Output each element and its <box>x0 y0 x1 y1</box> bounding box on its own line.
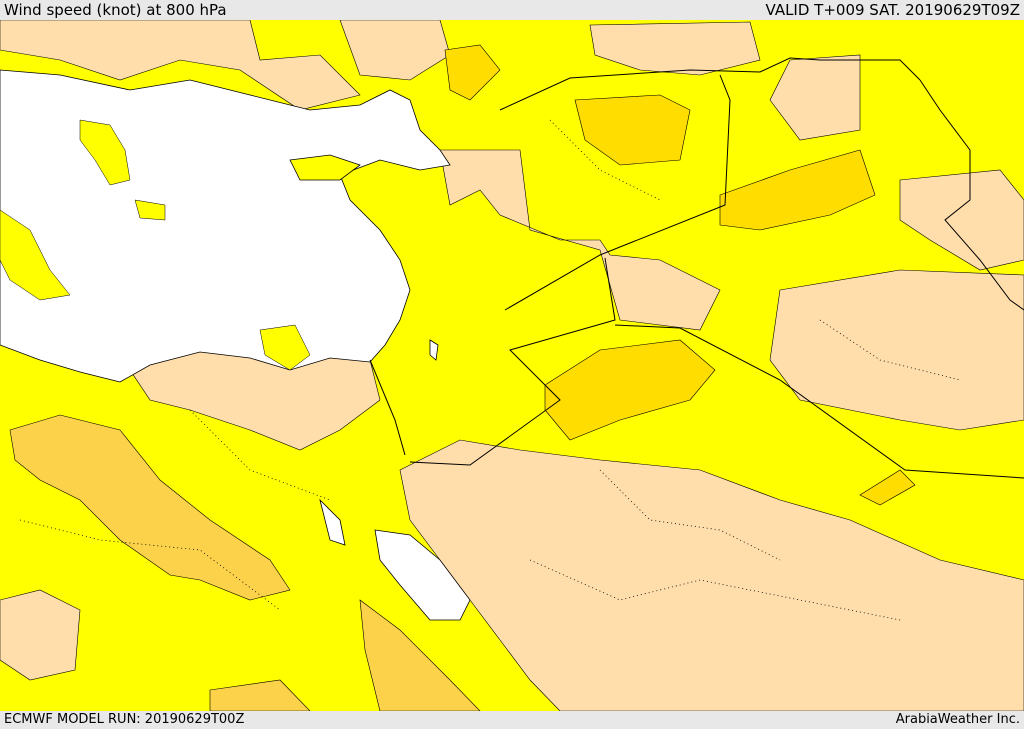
map-title: Wind speed (knot) at 800 hPa <box>4 1 227 19</box>
moderate-area-syria <box>574 94 691 166</box>
strong-area-red-sea-coast <box>359 599 481 711</box>
island-south <box>259 324 311 371</box>
crete-area <box>79 119 131 186</box>
calm-area-egypt-south <box>0 589 81 681</box>
model-run: ECMWF MODEL RUN: 20190629T00Z <box>4 712 245 727</box>
moderate-area-jordan <box>544 339 716 441</box>
calm-area-east-iraq <box>769 269 1024 431</box>
calm-area-north-right <box>589 21 761 76</box>
dotted-boundary-3 <box>529 559 901 621</box>
border-saudi-iraq <box>614 324 1024 479</box>
calm-areas <box>0 20 1024 711</box>
calm-area-north-left <box>0 20 361 111</box>
calm-area-levant <box>439 149 721 331</box>
calm-area-north-mid <box>339 20 451 81</box>
moderate-area-iraq <box>719 149 876 231</box>
border-egypt-israel <box>369 359 406 456</box>
valid-time: VALID T+009 SAT. 20190629T09Z <box>765 1 1020 19</box>
calm-area-turkey-east <box>899 169 1024 271</box>
islands <box>0 119 311 371</box>
header-bar: Wind speed (knot) at 800 hPa VALID T+009… <box>0 0 1024 20</box>
dead-sea <box>429 339 439 361</box>
strong-areas <box>9 414 481 711</box>
dotted-boundary-5 <box>19 519 281 611</box>
border-syria-iraq <box>499 57 921 111</box>
calm-area-northeast <box>769 54 861 141</box>
country-borders <box>369 57 1024 479</box>
strong-area-egypt <box>9 414 291 601</box>
border-jordan-saudi <box>409 257 616 466</box>
border-iran <box>919 79 1024 311</box>
red-sea-north <box>374 529 471 621</box>
footer-bar: ECMWF MODEL RUN: 20190629T00Z ArabiaWeat… <box>0 711 1024 729</box>
dotted-boundary-2 <box>189 409 331 501</box>
credit: ArabiaWeather Inc. <box>895 712 1020 727</box>
strong-area-sudan <box>209 679 311 711</box>
moderate-area-gulf <box>859 469 916 506</box>
island-mid <box>134 199 166 221</box>
red-sea-gulf-of-suez <box>319 498 346 546</box>
cyprus <box>289 154 361 181</box>
wind-speed-map <box>0 20 1024 711</box>
moderate-areas <box>444 44 916 506</box>
internal-boundaries <box>19 119 961 621</box>
island-west <box>0 209 71 301</box>
border-iraq-syria-south <box>504 74 731 311</box>
dotted-boundary-4 <box>819 319 961 381</box>
moderate-area-north <box>444 44 501 101</box>
